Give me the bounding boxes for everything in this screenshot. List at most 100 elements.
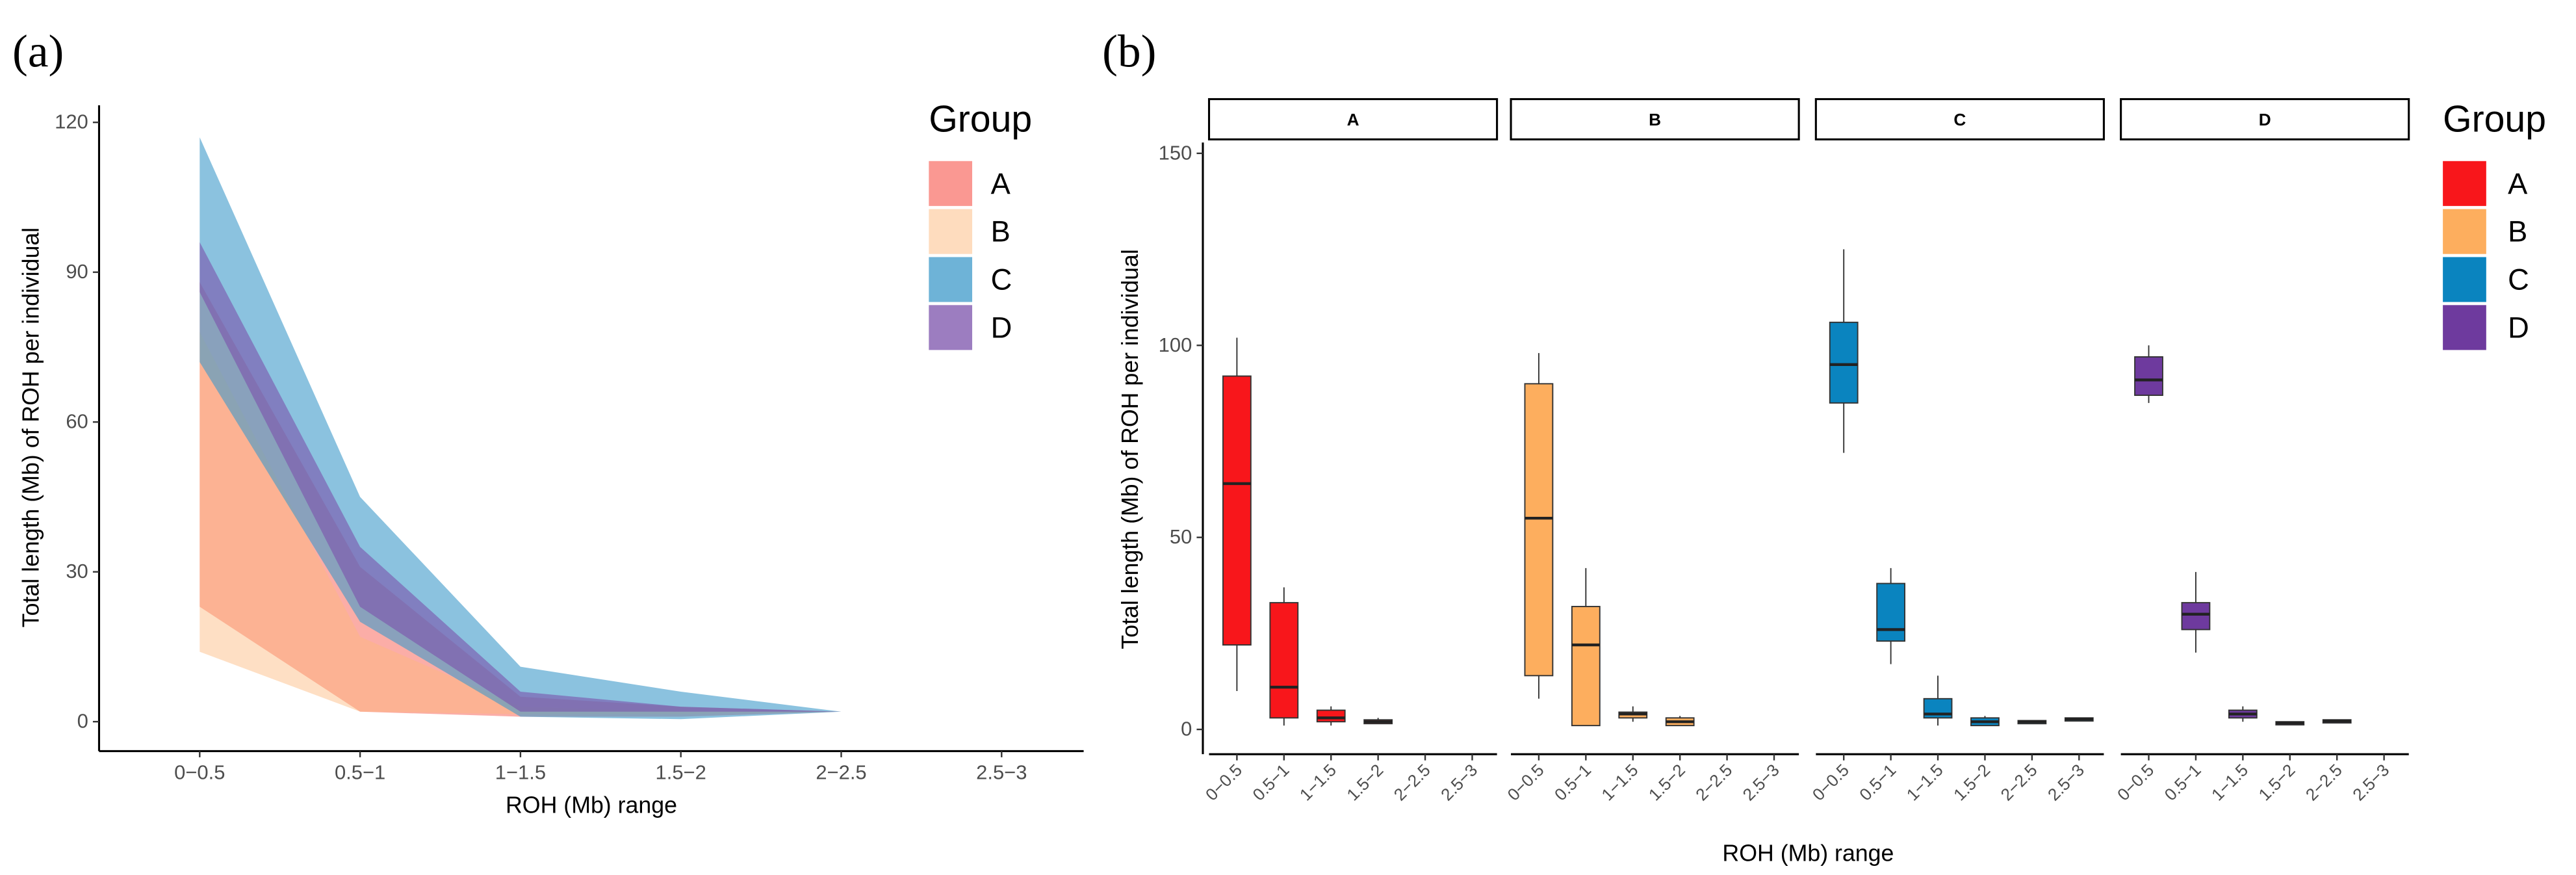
box bbox=[1222, 375, 1252, 646]
boxplot-C-0 bbox=[1829, 249, 1859, 453]
x-tick-label: 0.5−1 bbox=[1855, 760, 1900, 804]
x-tick-label: 1−1.5 bbox=[1597, 760, 1642, 804]
facet-A: A 0−0.5 0.5−1 1−1.5 1.5−2 2−2.5 2.5−3 bbox=[1202, 98, 1499, 804]
panel-label: (b) bbox=[1102, 25, 1156, 77]
legend-label-D: D bbox=[2508, 311, 2529, 344]
facet-C: C 0−0.5 0.5−1 1−1.5 1.5−2 2−2.5 2.5−3 bbox=[1809, 98, 2105, 804]
box bbox=[1524, 383, 1554, 677]
x-axis-title: ROH (Mb) range bbox=[1722, 841, 1894, 867]
legend-key-D bbox=[2443, 305, 2486, 350]
x-tick-label: 2.5−3 bbox=[2044, 760, 2088, 804]
legend-label-A: A bbox=[2508, 167, 2528, 200]
legend-key-B bbox=[929, 209, 973, 254]
boxplot-D-3 bbox=[2275, 721, 2305, 725]
y-tick-label: 0 bbox=[77, 710, 88, 733]
x-tick-label: 2.5−3 bbox=[1739, 760, 1783, 804]
boxplot-D-4 bbox=[2322, 719, 2352, 724]
facet-D: D 0−0.5 0.5−1 1−1.5 1.5−2 2−2.5 2.5−3 bbox=[2113, 98, 2410, 804]
facet-strip-label: B bbox=[1649, 110, 1661, 129]
boxplot-C-2 bbox=[1923, 675, 1953, 726]
x-tick-label: 1.5−2 bbox=[1343, 760, 1387, 804]
y-tick-label: 120 bbox=[55, 111, 88, 133]
legend-key-B bbox=[2443, 209, 2486, 254]
facet-strip-label: A bbox=[1347, 110, 1359, 129]
y-tick-label: 60 bbox=[66, 410, 88, 433]
y-axis-title: Total length (Mb) of ROH per individual bbox=[1117, 249, 1143, 649]
panel-label: (a) bbox=[12, 25, 64, 77]
x-tick-label: 2−2.5 bbox=[1692, 760, 1736, 804]
legend-title: Group bbox=[2443, 99, 2546, 140]
box bbox=[1316, 709, 1346, 723]
y-axis-title: Total length (Mb) of ROH per individual bbox=[18, 228, 44, 627]
boxplot-A-1 bbox=[1269, 587, 1299, 726]
x-tick-label: 0−0.5 bbox=[1202, 760, 1246, 804]
ribbon-B bbox=[200, 332, 1002, 714]
x-tick-label: 2.5−3 bbox=[1437, 760, 1481, 804]
legend-key-C bbox=[2443, 257, 2486, 302]
facet-strip bbox=[1207, 98, 1499, 140]
x-tick-label: 2−2.5 bbox=[2302, 760, 2346, 804]
x-tick-label: 0.5−1 bbox=[2161, 760, 2205, 804]
x-tick-label: 0−0.5 bbox=[2113, 760, 2157, 804]
boxplot-B-0 bbox=[1524, 353, 1554, 699]
x-tick-label: 0.5−1 bbox=[335, 761, 385, 783]
legend-label-C: C bbox=[2508, 263, 2529, 296]
ribbon-D bbox=[200, 242, 1002, 712]
y-tick-label: 100 bbox=[1159, 333, 1192, 356]
legend-label-B: B bbox=[2508, 215, 2527, 248]
y-tick-label: 90 bbox=[66, 260, 88, 283]
x-tick-label: 2.5−3 bbox=[2349, 760, 2393, 804]
x-tick-label: 0.5−1 bbox=[1249, 760, 1293, 804]
x-tick-label: 1−1.5 bbox=[1903, 760, 1947, 804]
x-tick-label: 2.5−3 bbox=[976, 761, 1027, 783]
legend-title: Group bbox=[929, 99, 1032, 140]
legend-label-C: C bbox=[991, 263, 1012, 296]
box bbox=[1571, 606, 1601, 727]
legend-label-B: B bbox=[991, 215, 1011, 248]
facet-strip bbox=[1510, 98, 1800, 140]
facet-strip-label: C bbox=[1953, 110, 1966, 129]
legend-key-A bbox=[929, 161, 973, 206]
x-tick-label: 0−0.5 bbox=[1809, 760, 1853, 804]
boxplot-D-2 bbox=[2228, 706, 2258, 722]
boxplot-B-1 bbox=[1571, 568, 1601, 727]
boxplot-C-3 bbox=[1970, 716, 2000, 727]
x-tick-label: 0.5−1 bbox=[1551, 760, 1595, 804]
x-tick-label: 1.5−2 bbox=[1645, 760, 1689, 804]
facet-B: B 0−0.5 0.5−1 1−1.5 1.5−2 2−2.5 2.5−3 bbox=[1504, 98, 1800, 804]
box bbox=[2181, 602, 2211, 631]
x-tick-label: 1−1.5 bbox=[1296, 760, 1340, 804]
legend-label-D: D bbox=[991, 311, 1012, 344]
panel-a: (a) 0 30 60 90 120 0−0.5 0.5−1 1−1.5 1.5−2 2−2.5 2.… bbox=[12, 25, 1084, 818]
facet-strip bbox=[2120, 98, 2410, 140]
boxplot-C-5 bbox=[2064, 717, 2094, 722]
x-axis-title: ROH (Mb) range bbox=[506, 792, 677, 818]
x-tick-label: 1.5−2 bbox=[1950, 760, 1994, 804]
y-tick-label: 0 bbox=[1181, 718, 1192, 740]
x-tick-label: 2−2.5 bbox=[1997, 760, 2041, 804]
x-tick-label: 1−1.5 bbox=[2208, 760, 2252, 804]
legend-label-A: A bbox=[991, 167, 1011, 200]
box bbox=[2134, 356, 2163, 397]
facet-strip bbox=[1814, 98, 2105, 140]
facet-strip-label: D bbox=[2259, 110, 2271, 129]
boxplot-B-2 bbox=[1618, 706, 1648, 722]
boxplot-A-3 bbox=[1363, 718, 1393, 725]
ribbon-C bbox=[200, 137, 1002, 720]
y-tick-label: 50 bbox=[1170, 525, 1192, 548]
box bbox=[1269, 602, 1299, 719]
x-tick-label: 0−0.5 bbox=[174, 761, 225, 783]
y-tick-label: 30 bbox=[66, 560, 88, 582]
legend-key-D bbox=[929, 305, 973, 350]
y-tick-label: 150 bbox=[1159, 141, 1192, 164]
x-tick-label: 0−0.5 bbox=[1504, 760, 1548, 804]
boxplot-C-1 bbox=[1876, 568, 1906, 664]
x-tick-label: 1−1.5 bbox=[495, 761, 546, 783]
boxplot-A-0 bbox=[1222, 337, 1252, 691]
box bbox=[1829, 321, 1859, 404]
legend-key-A bbox=[2443, 161, 2486, 206]
boxplot-C-4 bbox=[2017, 720, 2047, 725]
boxplot-D-0 bbox=[2134, 345, 2163, 403]
